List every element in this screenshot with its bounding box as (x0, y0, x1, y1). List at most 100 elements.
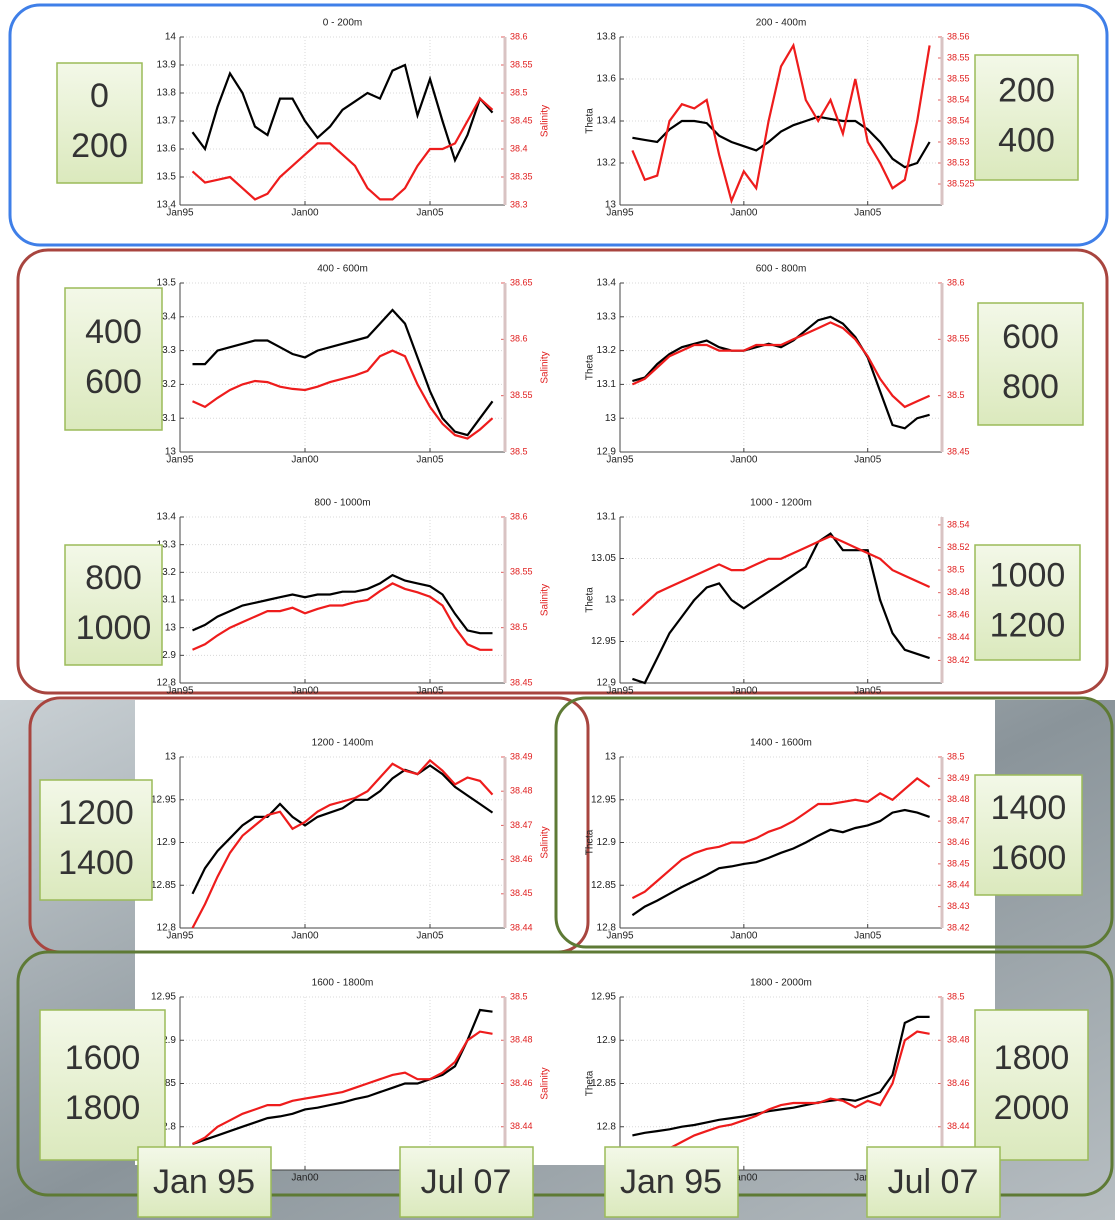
y2-tick-label: 38.48 (947, 587, 970, 597)
y2-tick-label: 38.55 (947, 334, 970, 344)
y2-tick-label: 38.55 (510, 59, 533, 69)
y-axis-label: Theta (585, 587, 596, 613)
y-tick-label: 12.8 (157, 1121, 177, 1132)
y2-tick-label: 38.55 (510, 567, 533, 577)
y2-tick-label: 38.48 (510, 786, 533, 796)
series-line (631, 777, 931, 900)
y2-tick-label: 38.54 (947, 115, 970, 125)
depth-label: 1200 (990, 606, 1066, 644)
depth-label-box (974, 54, 1079, 181)
depth-label: 1000 (76, 609, 152, 647)
chart-title: 600 - 800m (756, 264, 807, 275)
y-tick-label: 13.1 (157, 595, 177, 606)
series-line (631, 534, 931, 617)
x-tick-label: Jan00 (291, 1173, 319, 1184)
date-label: Jul 07 (421, 1163, 512, 1201)
chart: 12.812.8512.912.9538.4438.4638.4838.5Jan… (151, 978, 551, 1184)
series-line (192, 349, 494, 440)
depth-label: 600 (1002, 318, 1059, 356)
series-line (632, 1015, 930, 1137)
y2-tick-label: 38.44 (510, 1121, 533, 1131)
y2-tick-label: 38.42 (947, 655, 970, 665)
y2-tick-label: 38.5 (510, 446, 528, 456)
x-tick-label: Jan05 (854, 931, 882, 942)
group-frame (554, 696, 1114, 949)
y-tick-label: 13 (605, 200, 617, 211)
y-tick-label: 14 (165, 32, 177, 43)
y2-tick-label: 38.45 (510, 115, 533, 125)
plot-area (620, 517, 942, 683)
y2-tick-label: 38.52 (947, 542, 970, 552)
y2-axis-label: Salinity (540, 105, 551, 137)
y2-tick-label: 38.6 (510, 31, 528, 41)
x-tick-label: Jan05 (854, 686, 882, 697)
y-tick-label: 13.3 (157, 345, 177, 356)
depth-label-box (39, 1009, 166, 1161)
chart-title: 1400 - 1600m (750, 738, 812, 749)
y2-axis-label: Salinity (540, 584, 551, 616)
plot-area (620, 283, 942, 452)
y-tick-label: 13.3 (157, 539, 177, 550)
depth-label-box (64, 544, 163, 666)
y2-tick-label: 38.53 (947, 136, 970, 146)
y2-axis-label: Salinity (540, 351, 551, 383)
x-tick-label: Jan05 (854, 455, 882, 466)
depth-label: 400 (85, 313, 142, 351)
depth-label: 1600 (991, 839, 1067, 877)
series-line (191, 764, 494, 895)
chart-title: 200 - 400m (756, 18, 807, 29)
y-tick-label: 13.3 (597, 311, 617, 322)
chart-title: 400 - 600m (317, 264, 368, 275)
y2-tick-label: 38.55 (510, 390, 533, 400)
y-tick-label: 12.95 (591, 992, 616, 1003)
date-label: Jul 07 (888, 1163, 979, 1201)
y-tick-label: 13.9 (157, 60, 177, 71)
y2-tick-label: 38.3 (510, 199, 528, 209)
series-line (632, 315, 930, 430)
y-tick-label: 13.4 (597, 116, 617, 127)
depth-label-box (974, 1009, 1089, 1161)
plot-area (180, 283, 505, 452)
y2-tick-label: 38.56 (947, 31, 970, 41)
chart: 12.8 12.9 13 13.1 13.2 13.3 13.4 38.45 38.5 38.55… (157, 498, 551, 697)
depth-label: 600 (85, 363, 142, 401)
y2-tick-label: 38.5 (947, 390, 965, 400)
date-label-box (137, 1146, 272, 1218)
y-tick-label: 13 (605, 752, 617, 763)
plot-area (620, 997, 942, 1170)
x-tick-label: Jan05 (854, 208, 882, 219)
y2-tick-label: 38.6 (510, 511, 528, 521)
y-axis-label: Theta (585, 829, 596, 855)
x-tick-label: Jan00 (730, 931, 758, 942)
y-tick-label: 12.9 (157, 650, 177, 661)
y-tick-label: 12.85 (591, 1078, 616, 1089)
x-tick-label: Jan00 (291, 208, 319, 219)
depth-label: 1800 (65, 1089, 141, 1127)
depth-label: 200 (998, 71, 1055, 109)
plot-area (620, 757, 942, 928)
series-line (192, 308, 494, 437)
y-tick-label: 13.8 (157, 88, 177, 99)
y-tick-label: 13.5 (157, 278, 177, 289)
y2-tick-label: 38.525 (947, 178, 975, 188)
x-tick-label: Jan00 (291, 455, 319, 466)
y2-axis-label: Salinity (540, 1067, 551, 1099)
y-tick-label: 12.9 (157, 837, 177, 848)
series-line (192, 1008, 493, 1146)
depth-label: 1600 (65, 1039, 141, 1077)
labels: 0 200 200 400 400 600 600 800 800 1000 1000 1200 120… (39, 54, 1089, 1218)
depth-label: 1400 (58, 844, 134, 882)
chart: 12.8 12.85 12.9 12.95 13 38.44 38.45 38.46 38.47… (151, 738, 551, 942)
y2-tick-label: 38.45 (947, 858, 970, 868)
y2-tick-label: 38.44 (510, 922, 533, 932)
depth-label-box (974, 774, 1083, 896)
chart-title: 1800 - 2000m (750, 978, 812, 989)
series-line (192, 582, 493, 651)
chart: 12.812.8512.912.9538.4438.4638.4838.5Jan… (585, 978, 970, 1184)
depth-label: 1000 (990, 556, 1066, 594)
y2-tick-label: 38.65 (510, 277, 533, 287)
series-line (192, 573, 493, 635)
y2-tick-label: 38.43 (947, 901, 970, 911)
y-tick-label: 13.5 (157, 172, 177, 183)
depth-label: 1200 (58, 794, 134, 832)
